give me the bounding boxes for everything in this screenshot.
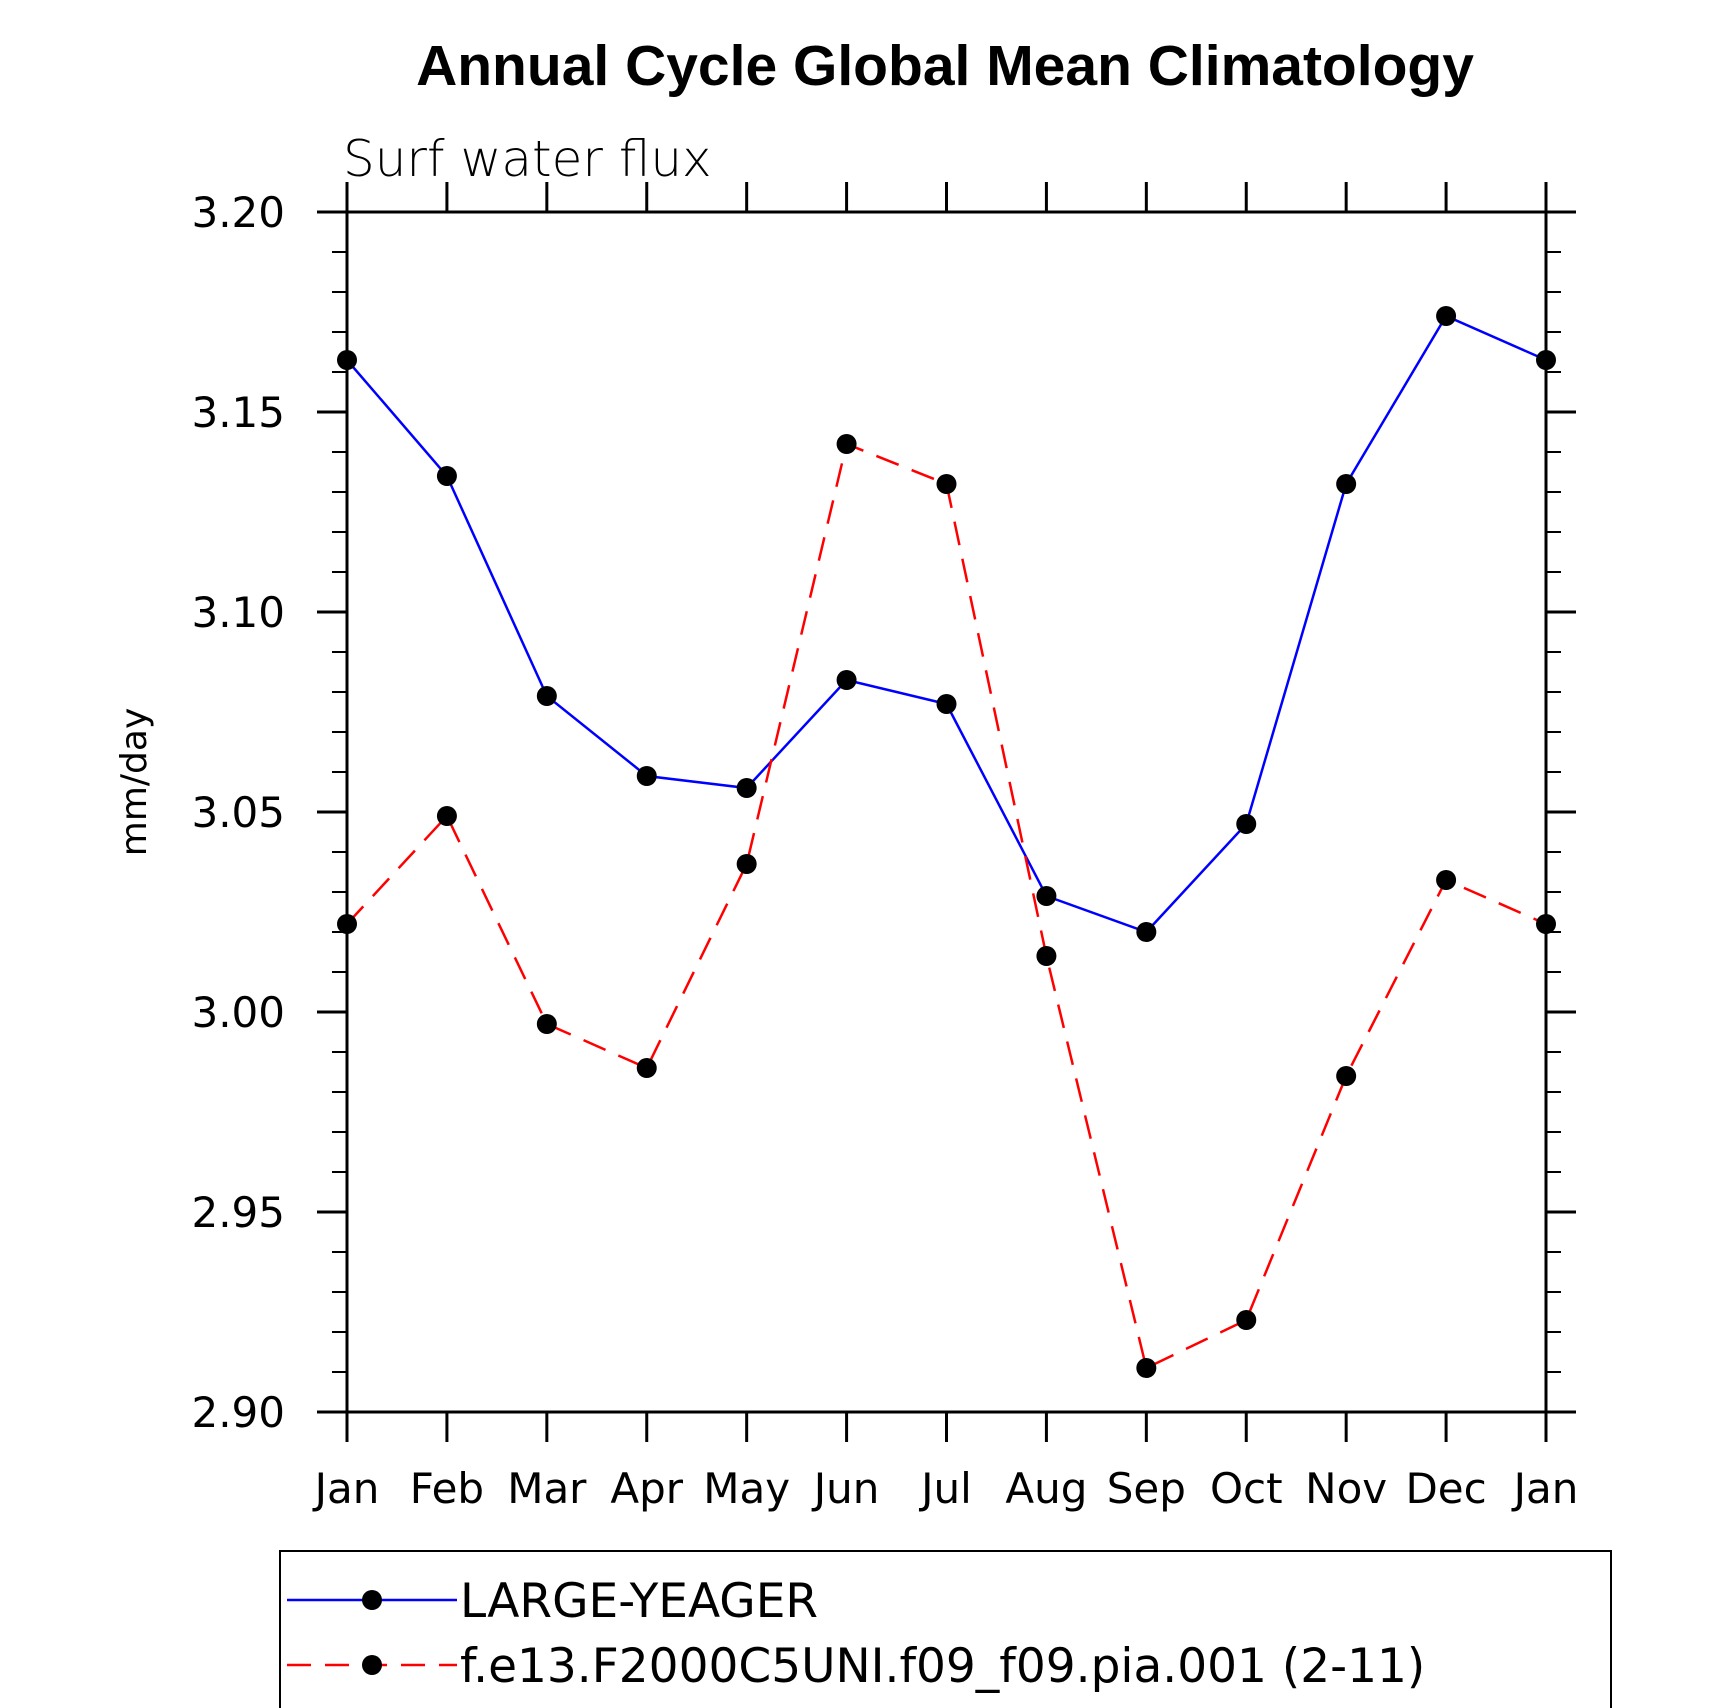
x-tick-label: Jun [811, 1464, 880, 1513]
data-point [1536, 350, 1556, 370]
data-point [936, 694, 957, 714]
data-point [736, 854, 757, 874]
y-tick-label: 3.10 [191, 588, 285, 637]
y-tick-label: 3.20 [191, 188, 285, 237]
data-point [536, 686, 557, 706]
x-tick-label: Apr [610, 1464, 683, 1513]
plot-area-frame [345, 210, 1548, 1414]
axis-ticks: Jan Feb Mar Apr May Jun Jul Aug Sep Oct Nov Dec Jan 2… [191, 182, 1578, 1513]
data-point [1136, 1358, 1157, 1378]
data-point [1436, 870, 1457, 890]
series-layer [337, 306, 1556, 1378]
data-point [536, 1014, 557, 1034]
legend-entry-label: f.e13.F2000C5UNI.f09_f09.pia.001 (2-11) [460, 1639, 1425, 1694]
y-axis-label: mm/day [114, 708, 155, 856]
data-point [836, 434, 857, 454]
y-tick-label: 3.15 [191, 388, 285, 437]
data-point [436, 806, 457, 826]
data-point [1136, 922, 1157, 942]
x-tick-label: Mar [507, 1464, 587, 1513]
legend-marker [362, 1655, 382, 1675]
y-tick-label: 3.05 [191, 788, 285, 837]
x-tick-label: Jan [312, 1464, 380, 1513]
x-tick-label: Jul [918, 1464, 972, 1513]
data-point [1036, 886, 1057, 906]
data-point [836, 670, 857, 690]
x-tick-label: Dec [1405, 1464, 1486, 1513]
data-point [736, 778, 757, 798]
data-point [1336, 1066, 1357, 1086]
y-tick-label: 3.00 [191, 988, 285, 1037]
x-tick-label: May [703, 1464, 790, 1513]
data-point [337, 350, 357, 370]
y-tick-label: 2.95 [191, 1188, 285, 1237]
x-tick-label: Feb [410, 1464, 484, 1513]
x-tick-label: Jan [1511, 1464, 1579, 1513]
x-tick-label: Aug [1005, 1464, 1087, 1513]
legend-entry-label: LARGE-YEAGER [460, 1574, 818, 1629]
y-tick-label: 2.90 [191, 1388, 285, 1437]
data-point [1336, 474, 1357, 494]
legend: LARGE-YEAGER f.e13.F2000C5UNI.f09_f09.pia… [287, 1574, 1425, 1694]
data-point [1236, 814, 1257, 834]
data-point [1036, 946, 1057, 966]
legend-box [279, 1550, 1612, 1708]
legend-marker [362, 1590, 382, 1610]
data-point [1436, 306, 1457, 326]
x-tick-label: Oct [1210, 1464, 1283, 1513]
data-point [636, 766, 657, 786]
x-tick-label: Nov [1305, 1464, 1387, 1513]
series-line-0 [346, 314, 1547, 934]
data-point [936, 474, 957, 494]
chart-subtitle: Surf water flux [343, 130, 712, 188]
x-tick-label: Sep [1107, 1464, 1186, 1513]
series-line-1 [346, 442, 1547, 1370]
data-point [337, 914, 357, 934]
data-point [436, 466, 457, 486]
data-point [1236, 1310, 1257, 1330]
chart-title: Annual Cycle Global Mean Climatology [416, 34, 1474, 98]
data-point [636, 1058, 657, 1078]
data-point [1536, 914, 1556, 934]
